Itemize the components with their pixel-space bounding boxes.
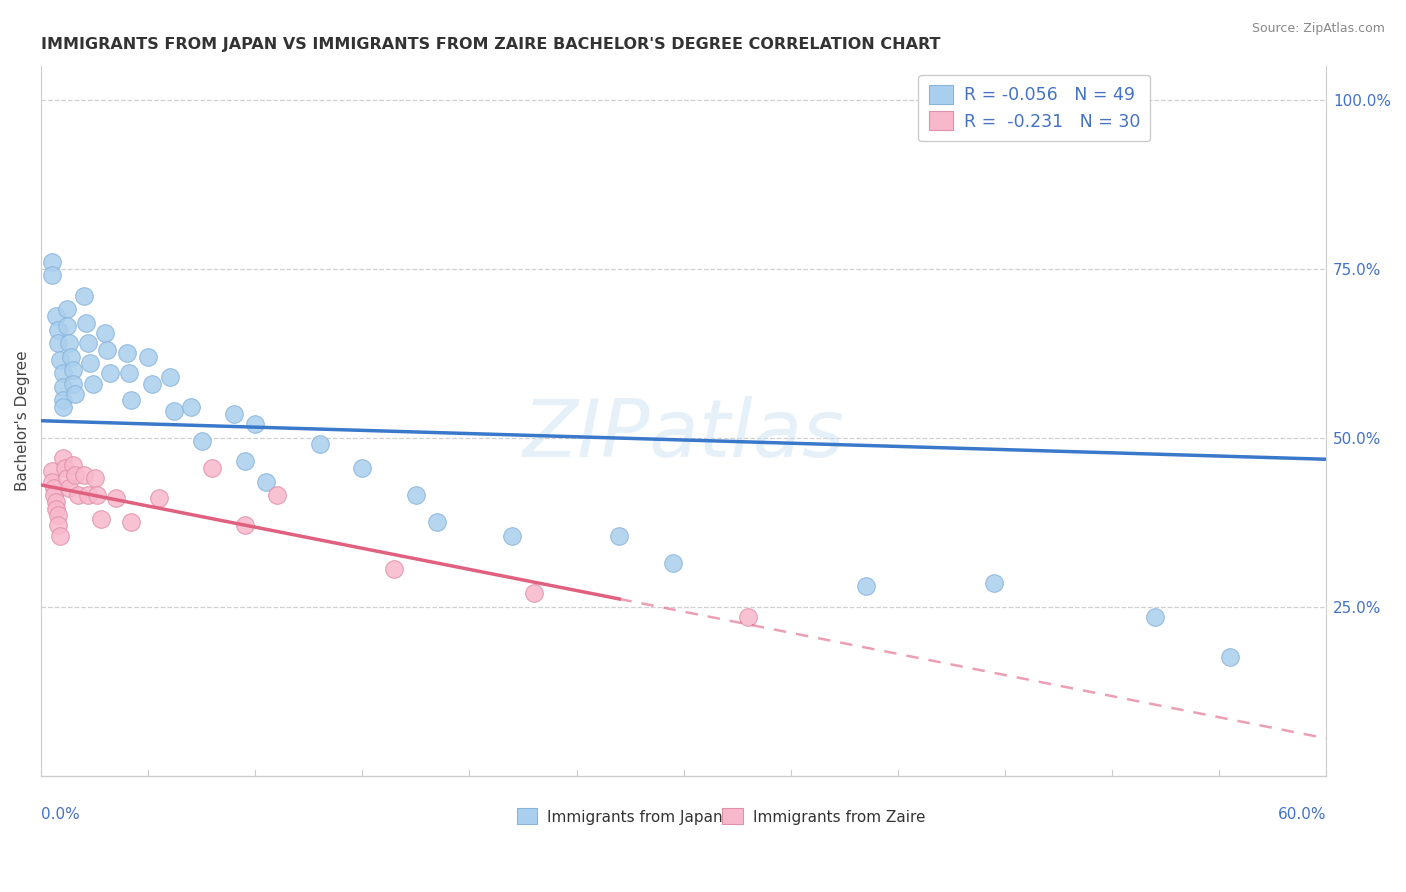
Text: IMMIGRANTS FROM JAPAN VS IMMIGRANTS FROM ZAIRE BACHELOR'S DEGREE CORRELATION CHA: IMMIGRANTS FROM JAPAN VS IMMIGRANTS FROM…	[41, 37, 941, 53]
FancyBboxPatch shape	[723, 808, 742, 823]
Text: Immigrants from Zaire: Immigrants from Zaire	[754, 810, 925, 824]
Point	[58, 481, 80, 495]
Point	[983, 575, 1005, 590]
Text: 0.0%: 0.0%	[41, 807, 80, 822]
Point	[501, 528, 523, 542]
Point	[45, 495, 67, 509]
Point	[42, 481, 65, 495]
Point	[41, 268, 63, 283]
Point	[384, 562, 406, 576]
Text: Source: ZipAtlas.com: Source: ZipAtlas.com	[1251, 22, 1385, 36]
Point	[180, 401, 202, 415]
Point	[41, 475, 63, 489]
Point	[233, 518, 256, 533]
Point	[65, 386, 87, 401]
Legend: R = -0.056   N = 49, R =  -0.231   N = 30: R = -0.056 N = 49, R = -0.231 N = 30	[918, 75, 1150, 141]
Point	[77, 488, 100, 502]
Point	[405, 488, 427, 502]
FancyBboxPatch shape	[516, 808, 537, 823]
Point	[115, 346, 138, 360]
Point	[662, 556, 685, 570]
Point	[62, 458, 84, 472]
Text: Immigrants from Japan: Immigrants from Japan	[547, 810, 723, 824]
Point	[46, 336, 69, 351]
Point	[254, 475, 277, 489]
Point	[51, 450, 73, 465]
Point	[148, 491, 170, 506]
Point	[42, 488, 65, 502]
Point	[83, 471, 105, 485]
Point	[222, 407, 245, 421]
Point	[51, 393, 73, 408]
Point	[41, 255, 63, 269]
Point	[201, 461, 224, 475]
Point	[141, 376, 163, 391]
Point	[51, 401, 73, 415]
Point	[136, 350, 159, 364]
Point	[46, 322, 69, 336]
Point	[51, 367, 73, 381]
Point	[308, 437, 330, 451]
Point	[53, 461, 76, 475]
Point	[1143, 609, 1166, 624]
Point	[56, 319, 79, 334]
Point	[58, 336, 80, 351]
Point	[51, 380, 73, 394]
Point	[56, 302, 79, 317]
Point	[426, 515, 449, 529]
Point	[73, 467, 96, 482]
Point	[737, 609, 759, 624]
Point	[73, 289, 96, 303]
Point	[523, 586, 546, 600]
Point	[607, 528, 630, 542]
Point	[46, 508, 69, 523]
Text: 60.0%: 60.0%	[1278, 807, 1326, 822]
Point	[75, 316, 97, 330]
Point	[62, 376, 84, 391]
Y-axis label: Bachelor's Degree: Bachelor's Degree	[15, 351, 30, 491]
Point	[62, 363, 84, 377]
Point	[352, 461, 374, 475]
Point	[56, 471, 79, 485]
Point	[94, 326, 117, 340]
Point	[245, 417, 267, 431]
Point	[1219, 650, 1241, 665]
Point	[49, 528, 72, 542]
Point	[90, 512, 112, 526]
Point	[45, 501, 67, 516]
Point	[60, 350, 83, 364]
Point	[266, 488, 288, 502]
Point	[66, 488, 89, 502]
Point	[41, 464, 63, 478]
Point	[190, 434, 212, 448]
Point	[98, 367, 121, 381]
Point	[120, 393, 142, 408]
Point	[118, 367, 141, 381]
Point	[77, 336, 100, 351]
Point	[96, 343, 118, 357]
Point	[46, 518, 69, 533]
Point	[86, 488, 108, 502]
Point	[163, 403, 186, 417]
Point	[105, 491, 128, 506]
Point	[82, 376, 104, 391]
Point	[159, 369, 181, 384]
Point	[45, 309, 67, 323]
Point	[65, 467, 87, 482]
Point	[49, 352, 72, 367]
Point	[233, 454, 256, 468]
Point	[120, 515, 142, 529]
Point	[79, 356, 101, 370]
Text: ZIPatlas: ZIPatlas	[523, 396, 845, 474]
Point	[855, 579, 877, 593]
